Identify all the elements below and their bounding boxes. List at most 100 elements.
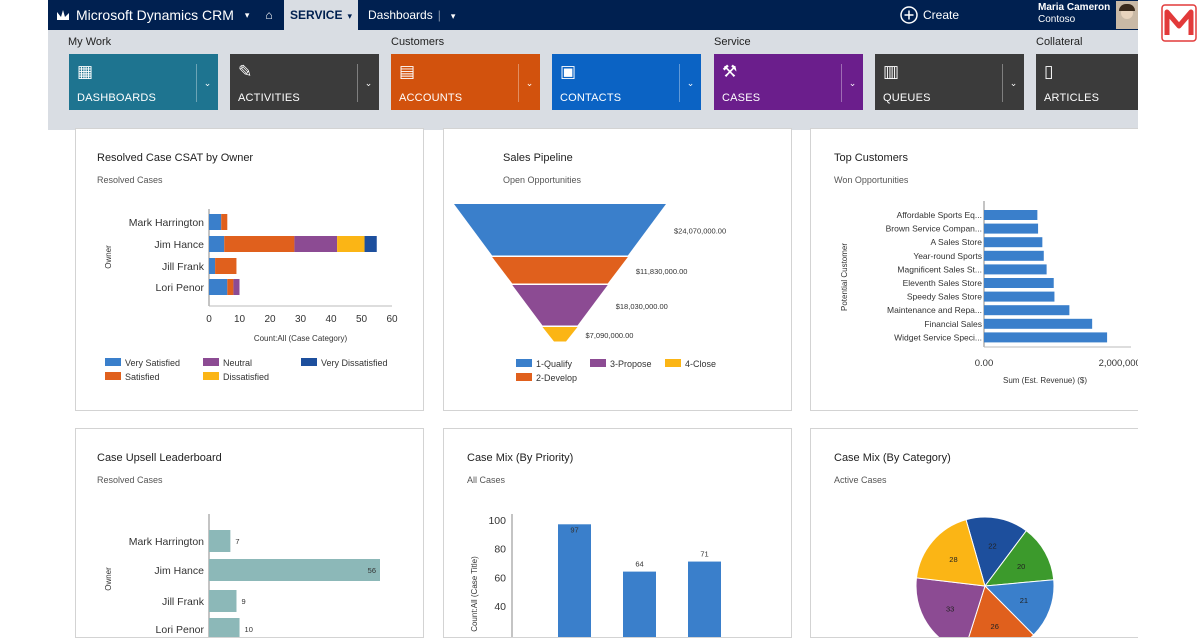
- pie-slice: [965, 516, 1028, 588]
- category-label: Lori Penor: [156, 624, 205, 636]
- legend-swatch: [516, 359, 532, 367]
- area-selector[interactable]: SERVICE ▾: [284, 0, 358, 30]
- card-top-customers: Top Customers Won Opportunities Affordab…: [810, 128, 1138, 411]
- create-button[interactable]: Create: [900, 0, 959, 30]
- chevron-down-icon[interactable]: ⌄: [196, 64, 218, 102]
- bar: [984, 278, 1054, 288]
- top-customers-chart: Affordable Sports Eq... Brown Service Com…: [840, 201, 1138, 385]
- bar-segment: [215, 258, 237, 274]
- legend-label: Very Satisfied: [125, 358, 180, 368]
- tile-label: ACCOUNTS: [399, 92, 463, 104]
- category-label: Widget Service Speci...: [894, 332, 982, 342]
- card-subtitle: Active Cases: [834, 475, 887, 485]
- app-brand[interactable]: Microsoft Dynamics CRM ▾: [56, 0, 249, 30]
- bar-segment: [227, 279, 234, 295]
- tile-cases[interactable]: ⚒ CASES ⌄: [714, 54, 863, 110]
- card-csat-by-owner: Resolved Case CSAT by Owner Resolved Cas…: [75, 128, 424, 411]
- bar-segment: [294, 236, 338, 252]
- data-label: 7: [235, 537, 239, 546]
- chevron-down-icon: ▾: [347, 11, 352, 21]
- brand-logo-icon: [1161, 4, 1197, 42]
- bar: [623, 571, 656, 637]
- category-label: Eleventh Sales Store: [903, 278, 983, 288]
- tile-dashboards[interactable]: ▦ DASHBOARDS ⌄: [69, 54, 218, 110]
- tile-activities[interactable]: ✎ ACTIVITIES ⌄: [230, 54, 379, 110]
- bar: [688, 561, 721, 637]
- card-title: Sales Pipeline: [503, 152, 573, 164]
- legend-label: 3-Propose: [610, 359, 652, 369]
- legend-label: 1-Qualify: [536, 359, 573, 369]
- tick-label: 10: [234, 314, 246, 325]
- category-label: Jim Hance: [154, 239, 204, 251]
- chevron-down-icon[interactable]: ⌄: [841, 64, 863, 102]
- home-button[interactable]: ⌂: [256, 0, 282, 30]
- case-icon: ⚒: [722, 62, 738, 81]
- plus-circle-icon: [900, 6, 918, 24]
- csat-chart: Mark Harrington Jim Hance Jill Frank Lori P…: [104, 209, 398, 382]
- funnel-segment: [542, 327, 578, 342]
- queue-icon: ▥: [883, 62, 900, 81]
- data-label: 97: [570, 525, 578, 534]
- chevron-down-icon[interactable]: ⌄: [679, 64, 701, 102]
- chevron-down-icon[interactable]: ⌄: [1002, 64, 1024, 102]
- legend-label: 2-Develop: [536, 373, 577, 383]
- x-axis-label: Sum (Est. Revenue) ($): [1003, 376, 1087, 385]
- data-label: 33: [946, 604, 954, 613]
- bar-segment: [209, 236, 225, 252]
- pie-slice: [915, 577, 986, 637]
- group-label-my-work: My Work: [68, 36, 112, 48]
- data-label: 71: [700, 550, 708, 559]
- bar: [209, 590, 237, 612]
- tile-accounts[interactable]: ▤ ACCOUNTS ⌄: [391, 54, 540, 110]
- tick-label: 20: [264, 314, 276, 325]
- card-subtitle: Resolved Cases: [97, 475, 163, 485]
- app-title: Microsoft Dynamics CRM: [76, 7, 234, 23]
- user-info[interactable]: Maria Cameron Contoso: [1038, 2, 1110, 26]
- data-label: 56: [368, 566, 376, 575]
- data-label: $7,090,000.00: [586, 331, 634, 340]
- user-org: Contoso: [1038, 14, 1076, 25]
- bar: [984, 250, 1044, 261]
- priority-chart: 40 60 80 100 97 64 71 Count:All (Case Title): [470, 514, 721, 637]
- chevron-down-icon: ▾: [244, 10, 250, 20]
- card-upsell-leaderboard: Case Upsell Leaderboard Resolved Cases M…: [75, 428, 424, 638]
- legend-label: Satisfied: [125, 372, 160, 382]
- card-case-mix-category: Case Mix (By Category) Active Cases 22 20…: [810, 428, 1138, 638]
- bar: [209, 530, 231, 552]
- tick-label: 2,000,000.00: [1099, 358, 1138, 369]
- legend-label: Neutral: [223, 358, 252, 368]
- chevron-down-icon: ▾: [450, 11, 456, 21]
- section-selector[interactable]: Dashboards | ▾: [368, 8, 456, 22]
- group-label-service: Service: [714, 36, 751, 48]
- section-label: Dashboards: [368, 8, 433, 22]
- card-title: Case Upsell Leaderboard: [97, 452, 222, 464]
- bar: [984, 264, 1047, 275]
- legend-swatch: [203, 358, 219, 366]
- tile-articles[interactable]: ▯ ARTICLES: [1036, 54, 1138, 110]
- card-subtitle: Won Opportunities: [834, 175, 909, 185]
- account-icon: ▤: [399, 62, 416, 81]
- bar: [984, 318, 1093, 329]
- chevron-down-icon[interactable]: ⌄: [518, 64, 540, 102]
- bar: [984, 210, 1038, 220]
- card-title: Case Mix (By Priority): [467, 452, 574, 464]
- data-label: 10: [245, 625, 253, 634]
- legend-label: Very Dissatisfied: [321, 358, 388, 368]
- category-label: Maintenance and Repa...: [887, 305, 982, 315]
- data-label: 22: [988, 541, 996, 550]
- tile-queues[interactable]: ▥ QUEUES ⌄: [875, 54, 1024, 110]
- chevron-down-icon[interactable]: ⌄: [357, 64, 379, 102]
- data-label: 21: [1020, 596, 1028, 605]
- tile-label: QUEUES: [883, 92, 931, 104]
- avatar[interactable]: [1116, 1, 1138, 29]
- bar: [209, 618, 240, 637]
- x-axis-label: Count:All (Case Category): [254, 334, 348, 343]
- tile-contacts[interactable]: ▣ CONTACTS ⌄: [552, 54, 701, 110]
- tick-label: 100: [488, 515, 506, 527]
- card-title: Resolved Case CSAT by Owner: [97, 152, 254, 164]
- tick-label: 50: [356, 314, 368, 325]
- y-axis-label: Owner: [104, 567, 113, 591]
- bar-segment: [337, 236, 365, 252]
- category-label: A Sales Store: [930, 237, 982, 247]
- category-label: Jim Hance: [154, 565, 204, 577]
